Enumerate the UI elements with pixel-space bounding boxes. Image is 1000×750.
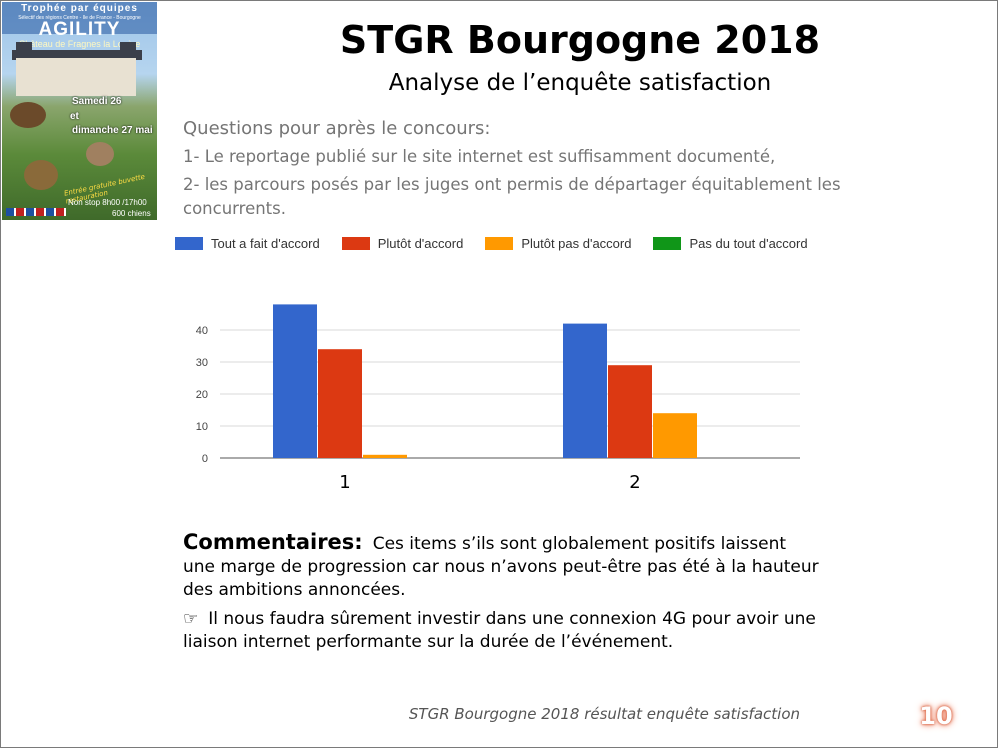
poster-line-2: Sélectif des régions Centre - Ile de Fra… bbox=[18, 15, 141, 21]
dog-image bbox=[86, 142, 114, 166]
legend-label: Plutôt d'accord bbox=[377, 236, 464, 251]
castle bbox=[16, 58, 136, 96]
bar bbox=[653, 413, 697, 458]
legend-label: Plutôt pas d'accord bbox=[521, 236, 632, 251]
comment-text-2: Il nous faudra sûrement investir dans un… bbox=[183, 609, 816, 652]
legend-item: Pas du tout d'accord bbox=[653, 236, 808, 251]
bar bbox=[363, 454, 407, 458]
bar bbox=[563, 323, 607, 458]
event-poster: Trophée par équipes Sélectif des régions… bbox=[2, 2, 157, 220]
questions-block: Questions pour après le concours: 1- Le … bbox=[183, 118, 943, 225]
castle-tower bbox=[120, 42, 136, 60]
y-tick-label: 30 bbox=[196, 357, 208, 369]
legend-swatch bbox=[653, 237, 682, 250]
x-category-label: 2 bbox=[629, 472, 640, 493]
question-item: 1- Le reportage publié sur le site inter… bbox=[183, 147, 776, 166]
poster-date-2: et bbox=[70, 111, 79, 122]
poster-date-1: Samedi 26 bbox=[72, 96, 122, 107]
y-tick-label: 20 bbox=[196, 389, 208, 401]
sponsor-logos bbox=[6, 208, 66, 216]
y-tick-label: 40 bbox=[196, 325, 208, 337]
castle-roof bbox=[12, 50, 142, 60]
question-item: 2- les parcours posés par les juges ont … bbox=[183, 175, 841, 218]
y-tick-label: 10 bbox=[196, 421, 208, 433]
legend-swatch bbox=[341, 237, 370, 250]
page-number: 10 bbox=[919, 702, 953, 730]
poster-line-3: AGILITY bbox=[38, 19, 121, 40]
questions-heading: Questions pour après le concours: bbox=[183, 118, 491, 139]
bar bbox=[318, 349, 362, 458]
x-category-label: 1 bbox=[339, 472, 350, 493]
bar-chart: Tout a fait d'accord Plutôt d'accord Plu… bbox=[165, 230, 845, 500]
comment-paragraph-2: ☞ Il nous faudra sûrement investir dans u… bbox=[183, 608, 823, 654]
legend-item: Tout a fait d'accord bbox=[175, 236, 320, 251]
page-title: STGR Bourgogne 2018 bbox=[339, 18, 821, 62]
bar bbox=[273, 304, 317, 458]
legend-label: Pas du tout d'accord bbox=[689, 236, 808, 251]
legend-swatch bbox=[175, 237, 203, 250]
pointing-hand-icon: ☞ bbox=[183, 609, 199, 629]
dog-image bbox=[24, 160, 58, 190]
poster-line-4: Château de Fragnes la Loyère bbox=[18, 39, 141, 49]
poster-line-1: Trophée par équipes bbox=[21, 3, 138, 14]
poster-dogs: 600 chiens bbox=[112, 209, 151, 218]
y-tick-label: 0 bbox=[202, 453, 208, 465]
footer-text: STGR Bourgogne 2018 résultat enquête sat… bbox=[408, 705, 800, 723]
comments-label: Commentaires: bbox=[183, 530, 363, 554]
legend-item: Plutôt d'accord bbox=[341, 236, 464, 251]
poster-banner bbox=[2, 2, 157, 34]
comments-block: Commentaires: Ces items s’ils sont global… bbox=[183, 531, 823, 660]
castle-tower bbox=[16, 42, 32, 60]
dog-image bbox=[10, 102, 46, 128]
chart-legend: Tout a fait d'accord Plutôt d'accord Plu… bbox=[175, 236, 830, 251]
poster-hours: Non stop 8h00 /17h00 bbox=[68, 198, 147, 207]
chart-plot: 0 10 20 30 40 1 2 bbox=[196, 304, 800, 493]
poster-date-3: dimanche 27 mai bbox=[72, 125, 153, 136]
bar bbox=[608, 365, 652, 458]
comment-text-1: Ces items s’ils sont globalement positif… bbox=[183, 534, 819, 600]
legend-item: Plutôt pas d'accord bbox=[485, 236, 631, 251]
page-subtitle: Analyse de l’enquête satisfaction bbox=[388, 70, 772, 96]
comment-paragraph-1: Commentaires: Ces items s’ils sont global… bbox=[183, 531, 823, 602]
legend-swatch bbox=[485, 237, 514, 250]
legend-label: Tout a fait d'accord bbox=[211, 236, 320, 251]
